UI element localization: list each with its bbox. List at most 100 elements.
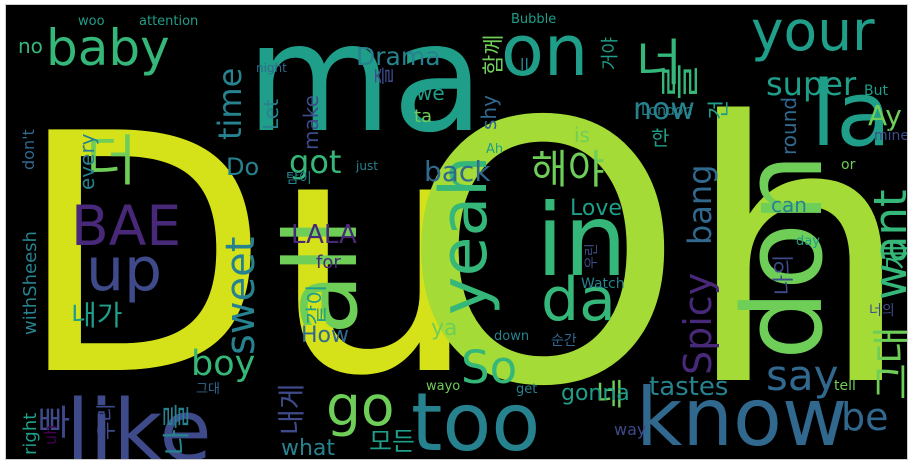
cloud-word: right (20, 413, 41, 455)
cloud-word: know (636, 371, 847, 460)
cloud-word: or (841, 157, 856, 173)
cloud-word: in (536, 182, 627, 299)
cloud-word: bang (681, 164, 719, 245)
cloud-word: on (501, 10, 588, 92)
cloud-word: 를 (658, 63, 704, 100)
cloud-word: go (326, 374, 395, 438)
cloud-word: up (86, 235, 162, 305)
cloud-word: 모든 (369, 427, 415, 456)
cloud-word: Let (259, 99, 283, 130)
cloud-word: 탐이 (286, 171, 312, 187)
cloud-word: sweet (218, 237, 264, 355)
cloud-word: no (18, 34, 43, 58)
cloud-word: 나를 (160, 403, 193, 455)
cloud-word: day (796, 234, 820, 249)
cloud-word: 내게 (275, 383, 308, 435)
cloud-word: wayo (426, 379, 460, 394)
cloud-word: 그대 (870, 326, 908, 400)
cloud-word: down (494, 329, 529, 344)
cloud-word: da (541, 265, 616, 335)
cloud-word: LALA (291, 220, 357, 250)
cloud-word: want (864, 189, 908, 300)
cloud-word: 우리 (94, 403, 118, 440)
cloud-word: baby (46, 19, 170, 77)
cloud-word: Drama (356, 42, 441, 71)
cloud-word: But (864, 83, 888, 99)
cloud-word: withSheesh (20, 231, 41, 335)
cloud-word: mine (874, 128, 908, 144)
cloud-word: say (766, 351, 838, 400)
cloud-word: round (777, 97, 801, 155)
cloud-word: shy (477, 95, 501, 130)
cloud-word: ya (431, 316, 458, 341)
cloud-word: 해야 (531, 147, 605, 193)
cloud-word: don't (19, 129, 38, 170)
cloud-word: back (424, 155, 491, 188)
cloud-word: Do (226, 153, 259, 181)
cloud-word: get (516, 382, 537, 397)
cloud-word: 그대 (196, 382, 220, 397)
cloud-word: attention (139, 14, 198, 29)
cloud-word: Love (570, 196, 622, 221)
cloud-word: Ah (486, 142, 503, 157)
cloud-word: for (316, 252, 341, 273)
cloud-word: make (299, 95, 323, 150)
cloud-word: So (461, 341, 517, 394)
cloud-word: 내가 (71, 299, 123, 332)
cloud-word: 빠 (38, 404, 70, 444)
cloud-word: 더 (86, 129, 137, 193)
cloud-word: Watch (581, 276, 625, 292)
cloud-word: don (719, 153, 847, 360)
cloud-word: 함께 (482, 35, 507, 75)
cloud-word: 한 (651, 126, 669, 150)
cloud-word: 우린 (584, 243, 600, 269)
cloud-word: night (256, 61, 287, 75)
cloud-word: yeah (427, 156, 502, 316)
cloud-word: way (614, 420, 646, 439)
cloud-word: we (416, 81, 445, 105)
cloud-word: Ay (868, 99, 902, 132)
cloud-word: 네 (596, 378, 624, 413)
cloud-word: boy (191, 344, 255, 384)
cloud-word: your (751, 5, 875, 63)
cloud-word: every (75, 133, 99, 190)
cloud-word: la (811, 62, 891, 167)
cloud-word: now (633, 92, 695, 127)
cloud-word: Oh (401, 46, 908, 460)
cloud-word: be (841, 395, 889, 439)
cloud-word: all (263, 218, 380, 335)
cloud-word: 게 (880, 244, 908, 270)
word-cloud: Du Oh ma know too like don all in on la your baby yea… (5, 4, 908, 460)
cloud-word: like (66, 382, 212, 460)
cloud-word: can (771, 193, 807, 217)
cloud-word: super (766, 65, 857, 103)
cloud-word: ta (414, 106, 432, 127)
cloud-word: tell (834, 378, 856, 394)
cloud-word: 거야 (600, 37, 621, 70)
cloud-word: 같이 (305, 285, 330, 325)
cloud-word: gonna (561, 381, 630, 406)
cloud-word: Du (16, 64, 479, 448)
cloud-word: BAE (71, 194, 181, 258)
cloud-word: 너의 (869, 303, 895, 319)
cloud-word: How (301, 323, 349, 348)
cloud-word: 나의 (772, 255, 797, 295)
cloud-word: 즐 (372, 67, 396, 85)
cloud-word: what (281, 436, 335, 460)
cloud-word: time (211, 68, 249, 140)
cloud-word: Spicy (676, 273, 720, 375)
cloud-word: got (289, 143, 341, 181)
cloud-word: just (355, 159, 378, 173)
cloud-word: London (641, 103, 692, 119)
cloud-word: ma (246, 5, 484, 166)
cloud-word: woo (78, 14, 105, 29)
cloud-word: Bubble (511, 12, 556, 27)
cloud-word: is (574, 123, 590, 147)
cloud-word: tastes (649, 372, 728, 402)
cloud-word: uh (41, 425, 60, 445)
cloud-word: 너 (636, 34, 682, 92)
cloud-word: 건 (707, 100, 732, 120)
cloud-word: ll (520, 55, 529, 74)
cloud-word: 순간 (551, 333, 577, 349)
